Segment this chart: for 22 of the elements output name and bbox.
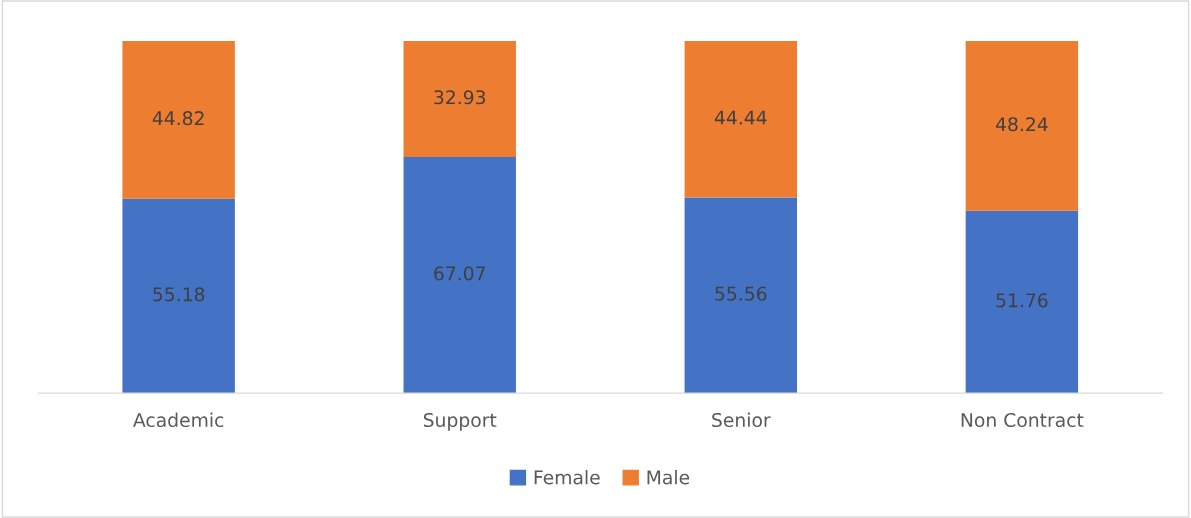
- bar: [122, 40, 235, 199]
- data-label: 48.24: [995, 117, 1048, 132]
- bar: [122, 198, 235, 394]
- data-label: 44.82: [152, 111, 204, 126]
- bar: [684, 197, 798, 394]
- x-tick-label: Senior: [712, 412, 771, 428]
- bar: [965, 210, 1079, 394]
- bar: [403, 40, 516, 157]
- data-label: 51.76: [996, 293, 1048, 308]
- data-label: 32.93: [434, 90, 486, 105]
- legend-label: Female: [534, 469, 600, 485]
- bar: [684, 40, 798, 198]
- data-label: 55.18: [153, 287, 205, 302]
- bar: [965, 40, 1079, 211]
- x-tick-label: Non Contract: [961, 412, 1084, 428]
- legend-label: Male: [647, 469, 690, 485]
- x-tick-label: Support: [423, 412, 497, 431]
- x-tick-label: Academic: [133, 412, 224, 428]
- data-label: 67.07: [434, 266, 485, 281]
- data-label: 55.56: [715, 286, 767, 301]
- data-label: 44.44: [714, 110, 767, 125]
- bar: [403, 156, 516, 394]
